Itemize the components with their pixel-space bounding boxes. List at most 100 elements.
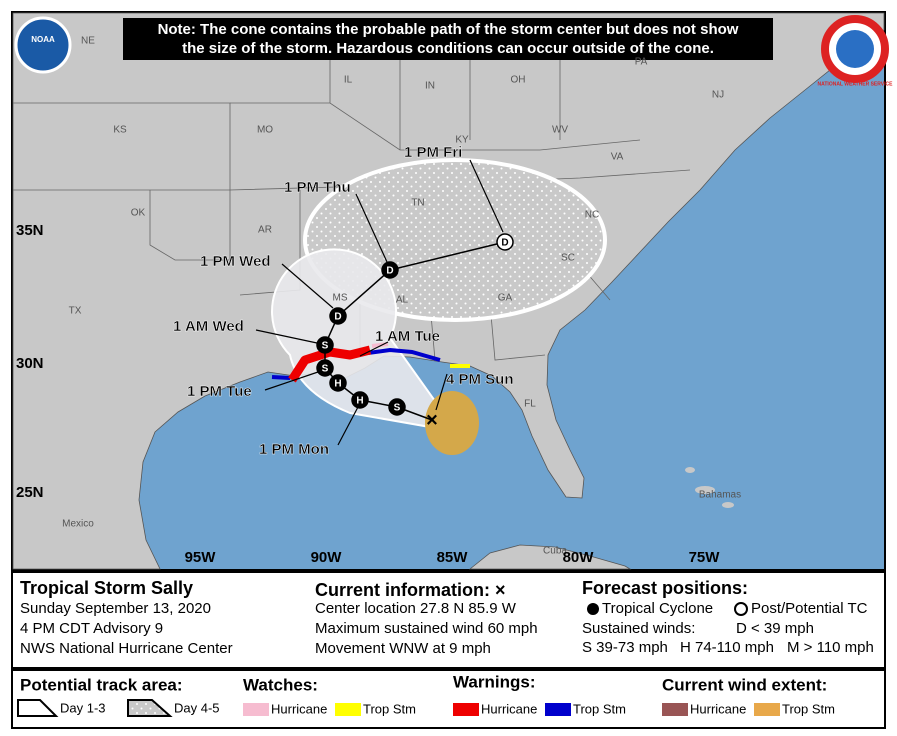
forecast-time: 1 PM Fri xyxy=(404,144,462,161)
region-label: TX xyxy=(69,306,82,317)
lat-label: 35N xyxy=(16,222,44,239)
forecast-winds: Sustained winds: xyxy=(582,620,695,637)
forecast-m: M > 110 mph xyxy=(787,639,874,656)
note-line: Note: The cone contains the probable pat… xyxy=(158,21,739,38)
region-label: AL xyxy=(396,295,409,306)
region-label: KY xyxy=(455,135,469,146)
note-line: the size of the storm. Hazardous conditi… xyxy=(182,40,714,57)
forecast-time: 1 PM Mon xyxy=(259,441,329,458)
lon-label: 90W xyxy=(311,549,343,566)
watch-hu-swatch xyxy=(243,703,269,716)
region-label: MO xyxy=(257,125,273,136)
forecast-point xyxy=(351,391,369,409)
point-letter: D xyxy=(501,238,508,249)
day13-swatch xyxy=(17,699,59,717)
region-label: NC xyxy=(585,210,599,221)
point-letter: H xyxy=(334,379,341,390)
bahamas-island xyxy=(722,502,734,508)
region-label: Mexico xyxy=(62,519,94,530)
legend-item: Day 4-5 xyxy=(174,700,220,715)
lat-label: 25N xyxy=(16,484,44,501)
region-label: PA xyxy=(635,57,648,68)
region-label: GA xyxy=(498,293,513,304)
point-letter: S xyxy=(394,403,401,414)
lon-label: 95W xyxy=(185,549,217,566)
bahamas-island xyxy=(695,486,715,494)
leader-line xyxy=(435,373,448,411)
forecast-post: Post/Potential TC xyxy=(751,600,868,617)
region-label: KS xyxy=(113,125,127,136)
storm-line: Sunday September 13, 2020 xyxy=(20,600,211,617)
forecast-s: S 39-73 mph xyxy=(582,639,668,656)
noaa-text: NOAA xyxy=(31,35,55,44)
lat-label: 30N xyxy=(16,355,44,372)
legend-heading: Warnings: xyxy=(453,672,535,691)
leaders xyxy=(255,159,504,446)
leader-line xyxy=(281,263,334,309)
region-label: OH xyxy=(511,75,526,86)
point-letter: H xyxy=(356,396,363,407)
legend-item: Hurricane xyxy=(271,701,327,716)
forecast-time: 1 PM Wed xyxy=(200,253,271,270)
warning-trop-stm xyxy=(271,375,291,380)
legend-item: Day 1-3 xyxy=(60,700,106,715)
leader-line xyxy=(355,193,388,263)
forecast-point xyxy=(316,336,334,354)
point-letter: S xyxy=(322,341,329,352)
cone-day-1-3 xyxy=(271,248,447,429)
legend-item: Trop Stm xyxy=(573,701,626,716)
legend-item: Trop Stm xyxy=(363,701,416,716)
lon-label: 85W xyxy=(437,549,469,566)
storm-line: NWS National Hurricane Center xyxy=(20,640,233,657)
forecast-time: 1 PM Tue xyxy=(187,383,252,400)
forecast-time: 1 AM Tue xyxy=(375,328,440,345)
nws-logo-inner xyxy=(836,30,874,68)
watch-hurricane xyxy=(371,342,389,348)
region-label: VA xyxy=(611,152,624,163)
bahamas-island xyxy=(685,467,695,473)
current-line: Center location 27.8 N 85.9 W xyxy=(315,600,517,617)
leader-line xyxy=(255,329,318,344)
warn-hu-swatch xyxy=(453,703,479,716)
forecast-h: H 74-110 mph xyxy=(680,639,774,656)
current-position: × xyxy=(426,409,438,431)
forecast-point xyxy=(388,398,406,416)
region-label: MS xyxy=(333,293,348,304)
lon-label: 75W xyxy=(689,549,721,566)
point-letter: D xyxy=(334,312,341,323)
wind-extent-trop-stm xyxy=(425,391,479,455)
region-label: OK xyxy=(131,208,146,219)
region-label: FL xyxy=(524,399,536,410)
forecast-title: Forecast positions: xyxy=(582,578,748,598)
wind-ts-swatch xyxy=(754,703,780,716)
leader-line xyxy=(359,341,389,357)
forecast-point xyxy=(381,261,399,279)
watch-ts-swatch xyxy=(335,703,361,716)
legend-heading: Potential track area: xyxy=(20,675,183,694)
legend-heading: Current wind extent: xyxy=(662,675,827,694)
region-label: NJ xyxy=(712,90,724,101)
region-label: IN xyxy=(425,81,435,92)
legend-item: Hurricane xyxy=(481,701,537,716)
noaa-logo xyxy=(14,16,72,74)
forecast-time: 1 AM Wed xyxy=(173,318,244,335)
current-line: Maximum sustained wind 60 mph xyxy=(315,620,538,637)
lon-label: 80W xyxy=(563,549,595,566)
forecast-point xyxy=(329,374,347,392)
forecast-point xyxy=(496,233,514,251)
point-letter: S xyxy=(322,364,329,375)
region-label: NE xyxy=(81,36,95,47)
note-box xyxy=(123,18,773,60)
forecast-time: 4 PM Sun xyxy=(446,371,514,388)
forecast-time: 1 PM Thu xyxy=(284,179,351,196)
wind-hu-swatch xyxy=(662,703,688,716)
cuba xyxy=(468,544,632,570)
tropical-symbol xyxy=(587,603,599,615)
forecast-tropical: Tropical Cyclone xyxy=(602,600,713,617)
legend-item: Hurricane xyxy=(690,701,746,716)
region-label: Cuba xyxy=(543,546,567,557)
post-symbol xyxy=(734,602,748,616)
forecast-point xyxy=(316,359,334,377)
forecast-d: D < 39 mph xyxy=(736,620,814,637)
